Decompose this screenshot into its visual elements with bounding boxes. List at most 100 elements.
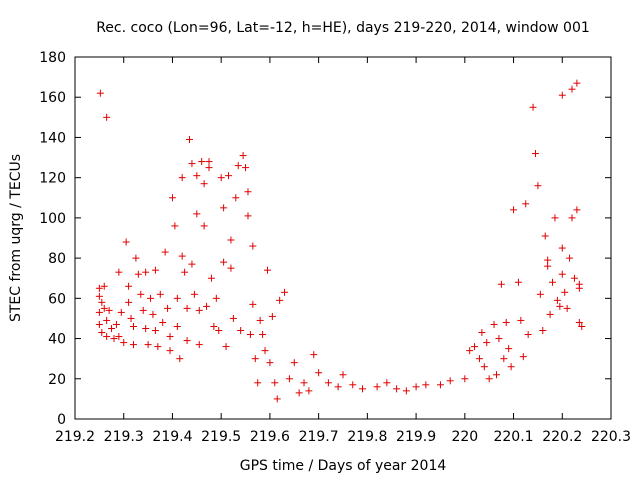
data-point: [478, 329, 486, 337]
data-point: [334, 383, 342, 391]
data-point: [244, 212, 252, 220]
data-point: [544, 262, 552, 270]
data-point: [475, 355, 483, 363]
y-tick-label: 140: [39, 130, 66, 146]
data-point: [210, 322, 218, 330]
data-point: [227, 264, 235, 272]
data-point: [220, 258, 228, 266]
data-point: [156, 290, 164, 298]
x-axis-label: GPS time / Days of year 2014: [240, 458, 447, 474]
data-point: [471, 343, 479, 351]
data-point: [164, 304, 172, 312]
data-point: [166, 347, 174, 355]
data-point: [485, 375, 493, 383]
y-tick-label: 180: [39, 50, 66, 66]
x-tick-label: 220.3: [591, 429, 631, 445]
y-tick-label: 60: [48, 291, 66, 307]
data-point: [115, 268, 123, 276]
data-point: [246, 331, 254, 339]
data-point: [285, 375, 293, 383]
data-point: [273, 395, 281, 403]
data-point: [483, 339, 491, 347]
data-point: [134, 270, 142, 278]
data-point: [103, 113, 111, 121]
data-point: [529, 103, 537, 111]
data-point: [176, 355, 184, 363]
data-point: [514, 278, 522, 286]
data-point: [110, 335, 118, 343]
x-tick-label: 219.7: [299, 429, 339, 445]
data-point: [125, 298, 133, 306]
data-point: [502, 318, 510, 326]
data-point: [249, 300, 257, 308]
data-point: [178, 252, 186, 260]
data-point: [198, 158, 206, 166]
data-point: [195, 306, 203, 314]
y-tick-label: 0: [57, 412, 66, 428]
x-tick-label: 219.9: [396, 429, 436, 445]
y-axis-label: STEC from uqrg / TECUs: [8, 154, 24, 322]
data-point: [190, 290, 198, 298]
data-point: [207, 274, 215, 282]
data-point: [188, 260, 196, 268]
data-point: [497, 280, 505, 288]
data-point: [310, 351, 318, 359]
data-point: [553, 296, 561, 304]
data-point: [490, 320, 498, 328]
data-point: [522, 200, 530, 208]
data-point: [519, 353, 527, 361]
x-tick-label: 219.6: [250, 429, 290, 445]
data-point: [149, 310, 157, 318]
data-point: [224, 172, 232, 180]
data-point: [544, 256, 552, 264]
plot-frame: [74, 56, 612, 420]
data-point: [573, 206, 581, 214]
data-point: [200, 180, 208, 188]
data-point: [570, 274, 578, 282]
data-point: [393, 385, 401, 393]
data-point: [173, 322, 181, 330]
data-point: [154, 343, 162, 351]
data-point: [561, 288, 569, 296]
data-point: [95, 284, 103, 292]
data-point: [315, 369, 323, 377]
x-tick-label: 220: [451, 429, 478, 445]
data-point: [541, 232, 549, 240]
data-point: [446, 377, 454, 385]
data-point: [281, 288, 289, 296]
data-point: [531, 150, 539, 158]
data-point: [466, 347, 474, 355]
data-point: [115, 333, 123, 341]
data-point: [575, 284, 583, 292]
x-tick-label: 220.1: [493, 429, 533, 445]
data-point: [480, 363, 488, 371]
data-point: [98, 329, 106, 337]
data-point: [234, 162, 242, 170]
data-point: [132, 254, 140, 262]
x-tick-label: 219.4: [152, 429, 192, 445]
data-point: [539, 327, 547, 335]
data-point: [536, 290, 544, 298]
data-point: [558, 91, 566, 99]
data-point: [203, 302, 211, 310]
data-point: [339, 371, 347, 379]
data-point: [383, 379, 391, 387]
data-point: [142, 325, 150, 332]
data-point: [186, 135, 194, 143]
data-point: [215, 327, 223, 335]
data-point: [549, 278, 557, 286]
data-point: [95, 308, 103, 316]
x-tick-label: 220.2: [542, 429, 582, 445]
data-point: [349, 381, 357, 389]
data-point: [159, 318, 167, 326]
data-point: [232, 194, 240, 202]
data-point: [573, 79, 581, 87]
data-point: [122, 238, 130, 246]
data-point: [551, 214, 559, 222]
data-point: [183, 304, 191, 312]
data-point: [151, 327, 159, 335]
data-point: [505, 345, 513, 353]
data-point: [566, 254, 574, 262]
data-point: [290, 359, 298, 367]
data-point: [563, 304, 571, 312]
